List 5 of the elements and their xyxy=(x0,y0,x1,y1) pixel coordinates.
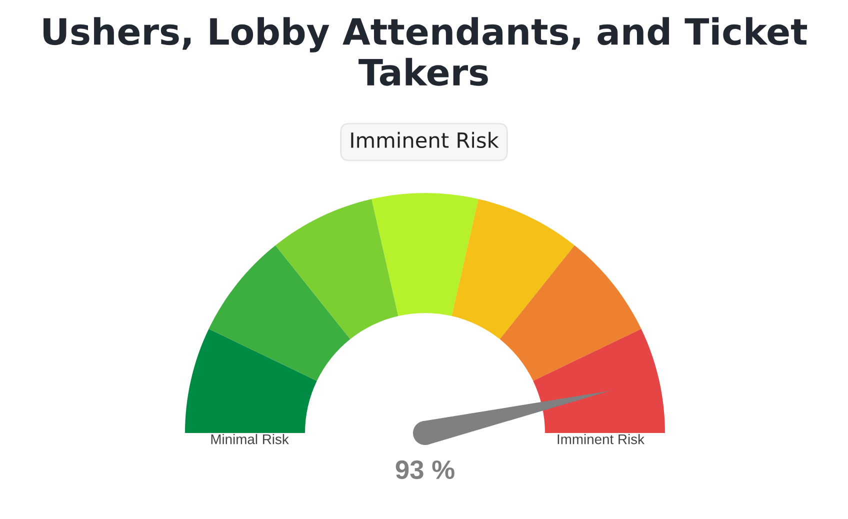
slice-label: Imminent Risk xyxy=(558,434,644,444)
text: 93 % xyxy=(396,460,454,480)
chart-title: Ushers, Lobby Attendants, and Ticket Takers xyxy=(44,17,807,86)
chart-subtitle: Imminent Risk xyxy=(351,132,499,148)
slice-label: Minimal Risk xyxy=(211,434,289,444)
